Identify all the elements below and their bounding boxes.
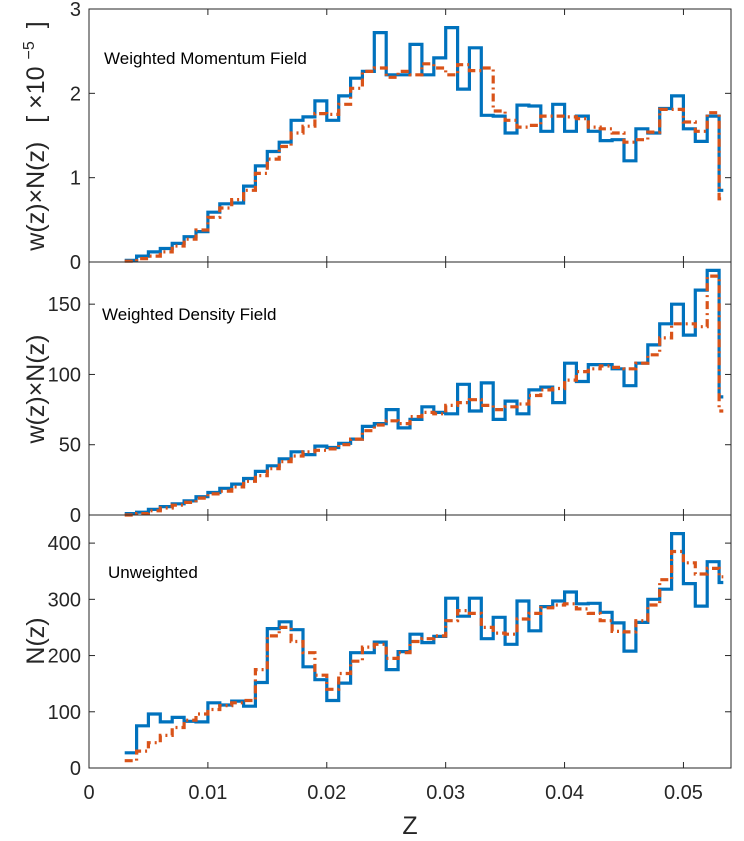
y-ticks: 0 1 2 3 (70, 0, 731, 274)
panel-title: Weighted Momentum Field (104, 49, 307, 68)
data-marks (124, 532, 724, 763)
y-axis-scale: [ ×10 (22, 66, 50, 122)
y-tick-label: 100 (48, 702, 81, 724)
y-tick-label: 2 (70, 83, 81, 105)
y-axis-label: w(z)×N(z) [ ×10 −5 ] (12, 21, 50, 251)
x-tick-label: 0 (83, 782, 94, 804)
plot-frame (88, 261, 732, 516)
y-tick-label: 1 (70, 168, 81, 190)
x-tick-label: 0.05 (664, 782, 703, 804)
y-tick-label: 3 (70, 0, 81, 21)
x-tick-label: 0.04 (545, 782, 584, 804)
y-tick-label: 50 (59, 435, 81, 457)
y-tick-label: 300 (48, 589, 81, 611)
y-tick-label: 400 (48, 533, 81, 555)
plot-frame (88, 514, 732, 769)
y-ticks: 0 50 100 150 (48, 262, 731, 527)
panel-title: Weighted Density Field (102, 305, 277, 324)
x-tick-label: 0.01 (188, 782, 227, 804)
panel-title: Unweighted (108, 563, 198, 582)
x-tick-label: 0.02 (307, 782, 346, 804)
y-ticks: 0 100 200 300 400 (48, 515, 731, 780)
y-axis-scale-close: ] (22, 21, 50, 28)
data-marks (124, 26, 724, 263)
panel-density: 0 50 100 150 Weighted Density Field w(z)×N(… (22, 261, 732, 527)
y-axis-scale-exponent: −5 (21, 41, 38, 59)
series-solid-line (124, 268, 724, 516)
y-axis-label: w(z)×N(z) (22, 334, 50, 444)
y-tick-label: 200 (48, 646, 81, 668)
series-solid-line (124, 532, 724, 755)
y-tick-label: 0 (70, 758, 81, 780)
series-solid-line (124, 26, 724, 262)
series-dashed-line (124, 549, 724, 763)
panel-unweighted: 0 100 200 300 400 Unweighted N(z) (22, 514, 732, 780)
y-tick-label: 100 (48, 364, 81, 386)
y-axis-label: N(z) (22, 617, 50, 664)
y-tick-label: 0 (70, 505, 81, 527)
x-axis-label: Z (402, 812, 417, 840)
y-tick-label: 150 (48, 294, 81, 316)
y-tick-label: 0 (70, 252, 81, 274)
y-axis-label-text: w(z)×N(z) (22, 142, 50, 252)
data-marks (124, 268, 724, 517)
panel-momentum: 0 1 2 3 Weighted Momentum Field w(z)×N(z) [… (12, 0, 732, 274)
x-ticks: 0 0.01 0.02 0.03 0.04 0.05 (83, 782, 702, 804)
x-tick-label: 0.03 (426, 782, 465, 804)
series-dashed-line (124, 62, 724, 263)
series-dashed-line (124, 274, 724, 517)
